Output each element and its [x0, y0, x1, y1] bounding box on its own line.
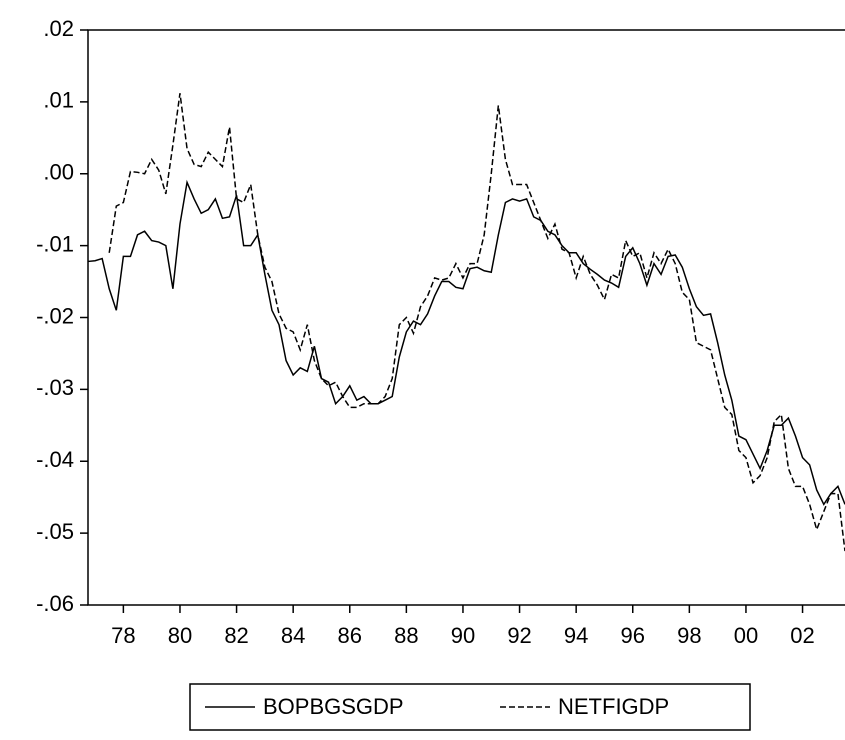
- x-tick-label: 78: [111, 623, 135, 648]
- x-tick-label: 00: [734, 623, 758, 648]
- legend-box: [189, 683, 751, 731]
- y-tick-label: -.01: [36, 231, 74, 256]
- series-line: [108, 93, 845, 552]
- x-tick-label: 92: [507, 623, 531, 648]
- y-tick-label: .00: [43, 160, 74, 185]
- y-tick-label: -.05: [36, 519, 74, 544]
- x-tick-label: 88: [394, 623, 418, 648]
- legend-label: BOPBGSGDP: [263, 694, 404, 719]
- series-line: [87, 179, 845, 506]
- x-tick-label: 80: [168, 623, 192, 648]
- x-tick-label: 94: [564, 623, 588, 648]
- x-tick-label: 02: [790, 623, 814, 648]
- x-tick-label: 84: [281, 623, 305, 648]
- y-tick-label: -.06: [36, 591, 74, 616]
- y-tick-label: -.02: [36, 303, 74, 328]
- plot-frame: [87, 29, 845, 606]
- y-tick-label: .02: [43, 16, 74, 41]
- y-tick-label: -.04: [36, 447, 74, 472]
- x-tick-label: 98: [677, 623, 701, 648]
- x-tick-label: 90: [451, 623, 475, 648]
- y-tick-label: .01: [43, 88, 74, 113]
- x-tick-label: 96: [621, 623, 645, 648]
- x-tick-label: 86: [338, 623, 362, 648]
- x-tick-label: 82: [224, 623, 248, 648]
- legend-label: NETFIGDP: [558, 694, 669, 719]
- y-tick-label: -.03: [36, 375, 74, 400]
